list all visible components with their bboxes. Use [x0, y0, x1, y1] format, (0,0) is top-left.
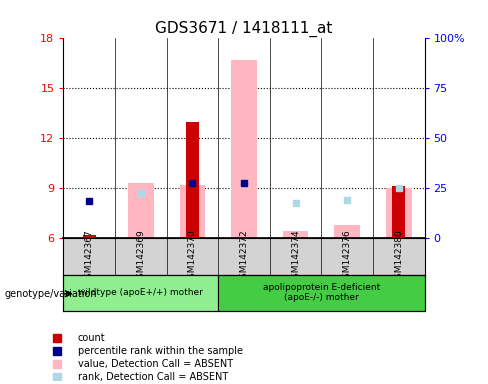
Bar: [186, 122, 199, 238]
Text: apolipoprotein E-deficient
(apoE-/-) mother: apolipoprotein E-deficient (apoE-/-) mot…: [263, 283, 380, 303]
Text: GSM142372: GSM142372: [240, 229, 248, 284]
Text: GSM142376: GSM142376: [343, 229, 352, 284]
Text: genotype/variation: genotype/variation: [5, 289, 98, 299]
Text: GSM142369: GSM142369: [136, 229, 145, 284]
Bar: [83, 235, 96, 238]
Title: GDS3671 / 1418111_at: GDS3671 / 1418111_at: [155, 21, 333, 37]
Bar: [283, 232, 308, 238]
Bar: [218, 275, 425, 311]
Text: value, Detection Call = ABSENT: value, Detection Call = ABSENT: [78, 359, 233, 369]
Bar: [63, 275, 218, 311]
Text: count: count: [78, 333, 105, 343]
Text: GSM142367: GSM142367: [85, 229, 94, 284]
Text: GSM142380: GSM142380: [394, 229, 403, 284]
Bar: [392, 187, 405, 238]
Text: GSM142370: GSM142370: [188, 229, 197, 284]
Bar: [334, 225, 360, 238]
Text: rank, Detection Call = ABSENT: rank, Detection Call = ABSENT: [78, 372, 228, 382]
Bar: [386, 188, 412, 238]
Text: percentile rank within the sample: percentile rank within the sample: [78, 346, 243, 356]
Bar: [231, 60, 257, 238]
Bar: [180, 185, 205, 238]
Text: wildtype (apoE+/+) mother: wildtype (apoE+/+) mother: [79, 288, 203, 297]
Bar: [128, 183, 154, 238]
Text: GSM142374: GSM142374: [291, 229, 300, 284]
